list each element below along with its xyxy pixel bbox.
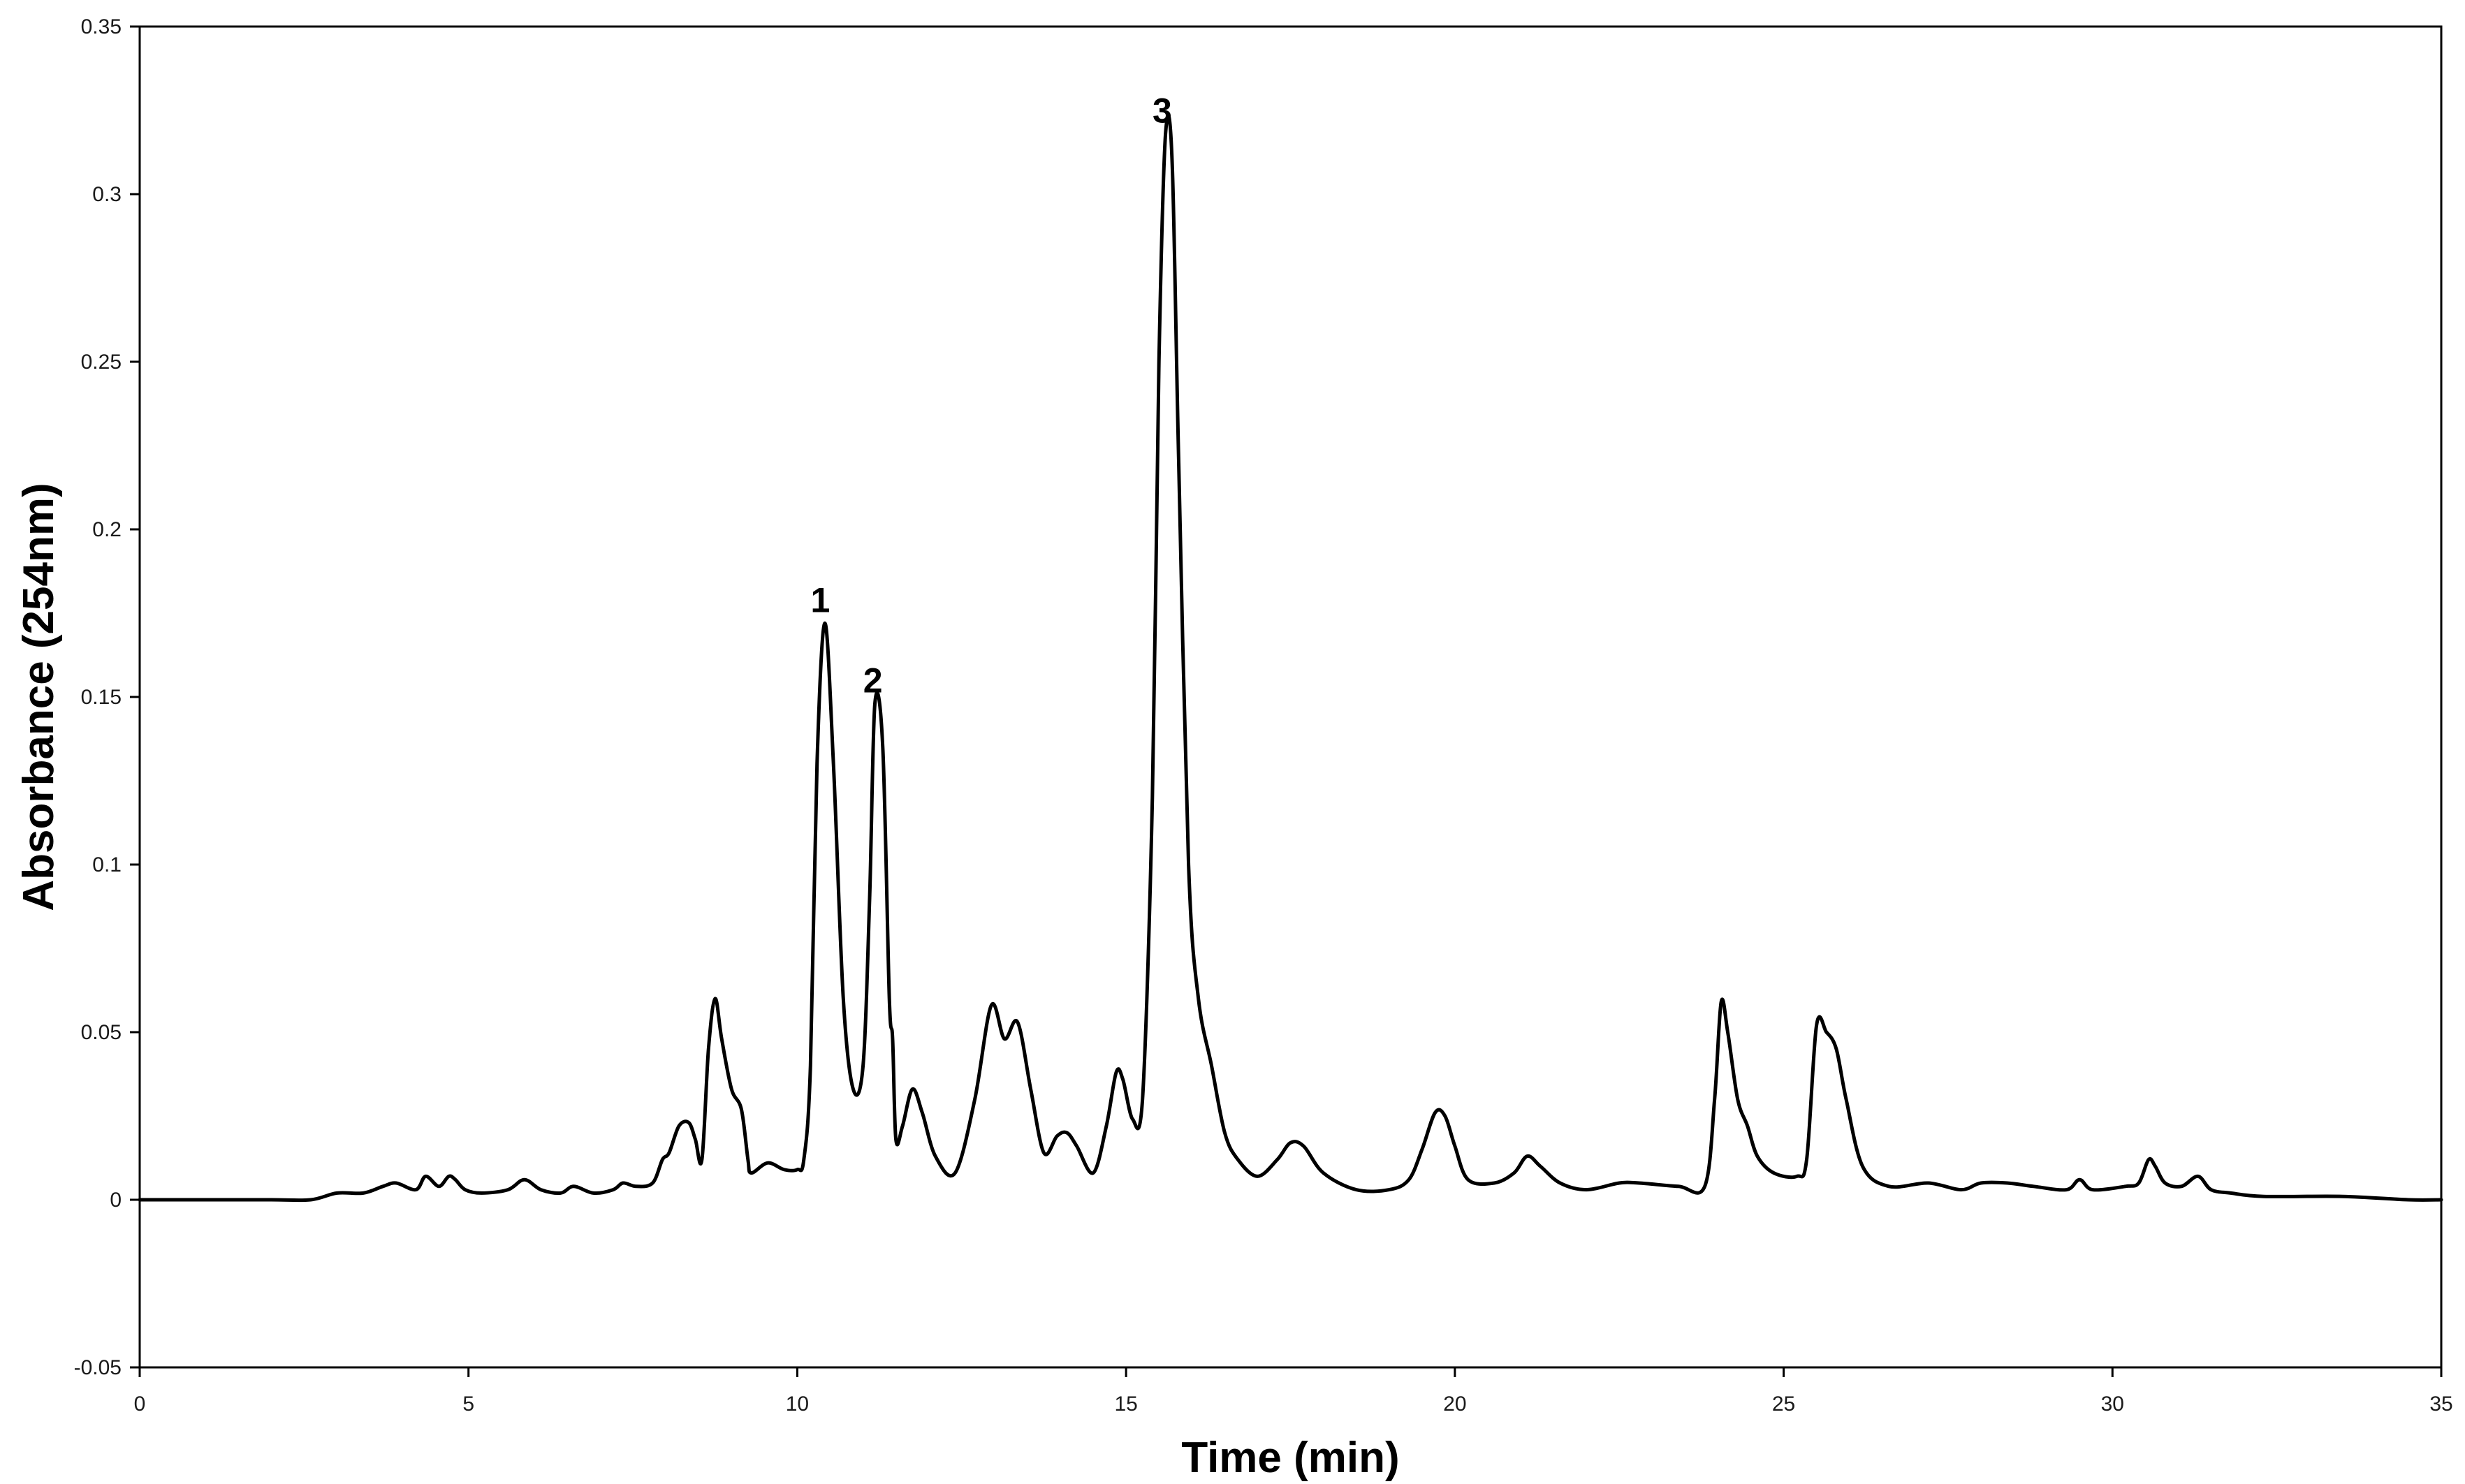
series-line — [138, 113, 2443, 1203]
y-axis-ticks: -0.05 0 0.05 0.1 0.15 0.2 0.25 0.3 0.35 — [74, 15, 140, 1379]
peak-label: 3 — [1153, 91, 1172, 131]
x-tick-label: 25 — [1772, 1393, 1795, 1416]
x-tick-label: 10 — [786, 1393, 809, 1416]
y-tick-label: -0.05 — [74, 1356, 122, 1379]
x-tick-label: 15 — [1114, 1393, 1137, 1416]
y-tick-label: 0.1 — [92, 853, 122, 876]
y-tick-label: 0.15 — [81, 686, 122, 709]
y-tick-label: 0.25 — [81, 351, 122, 374]
plot-frame — [138, 25, 2443, 1369]
y-axis-title: Absorbance (254nm) — [15, 483, 63, 911]
y-tick-label: 0.05 — [81, 1021, 122, 1044]
y-tick-label: 0 — [110, 1189, 122, 1212]
x-tick-label: 20 — [1443, 1393, 1466, 1416]
peak-label: 2 — [863, 661, 883, 700]
peak-label: 1 — [810, 580, 830, 619]
x-tick-label: 0 — [134, 1393, 146, 1416]
x-axis-title: Time (min) — [1181, 1434, 1399, 1482]
y-tick-label: 0.2 — [92, 518, 122, 541]
x-tick-label: 5 — [462, 1393, 474, 1416]
x-axis-ticks: 0 5 10 15 20 25 30 35 — [134, 1367, 2453, 1416]
y-tick-label: 0.35 — [81, 15, 122, 38]
y-tick-label: 0.3 — [92, 183, 122, 206]
x-tick-label: 30 — [2101, 1393, 2124, 1416]
x-tick-label: 35 — [2429, 1393, 2452, 1416]
peak-annotations: 1 2 3 — [810, 91, 1171, 700]
